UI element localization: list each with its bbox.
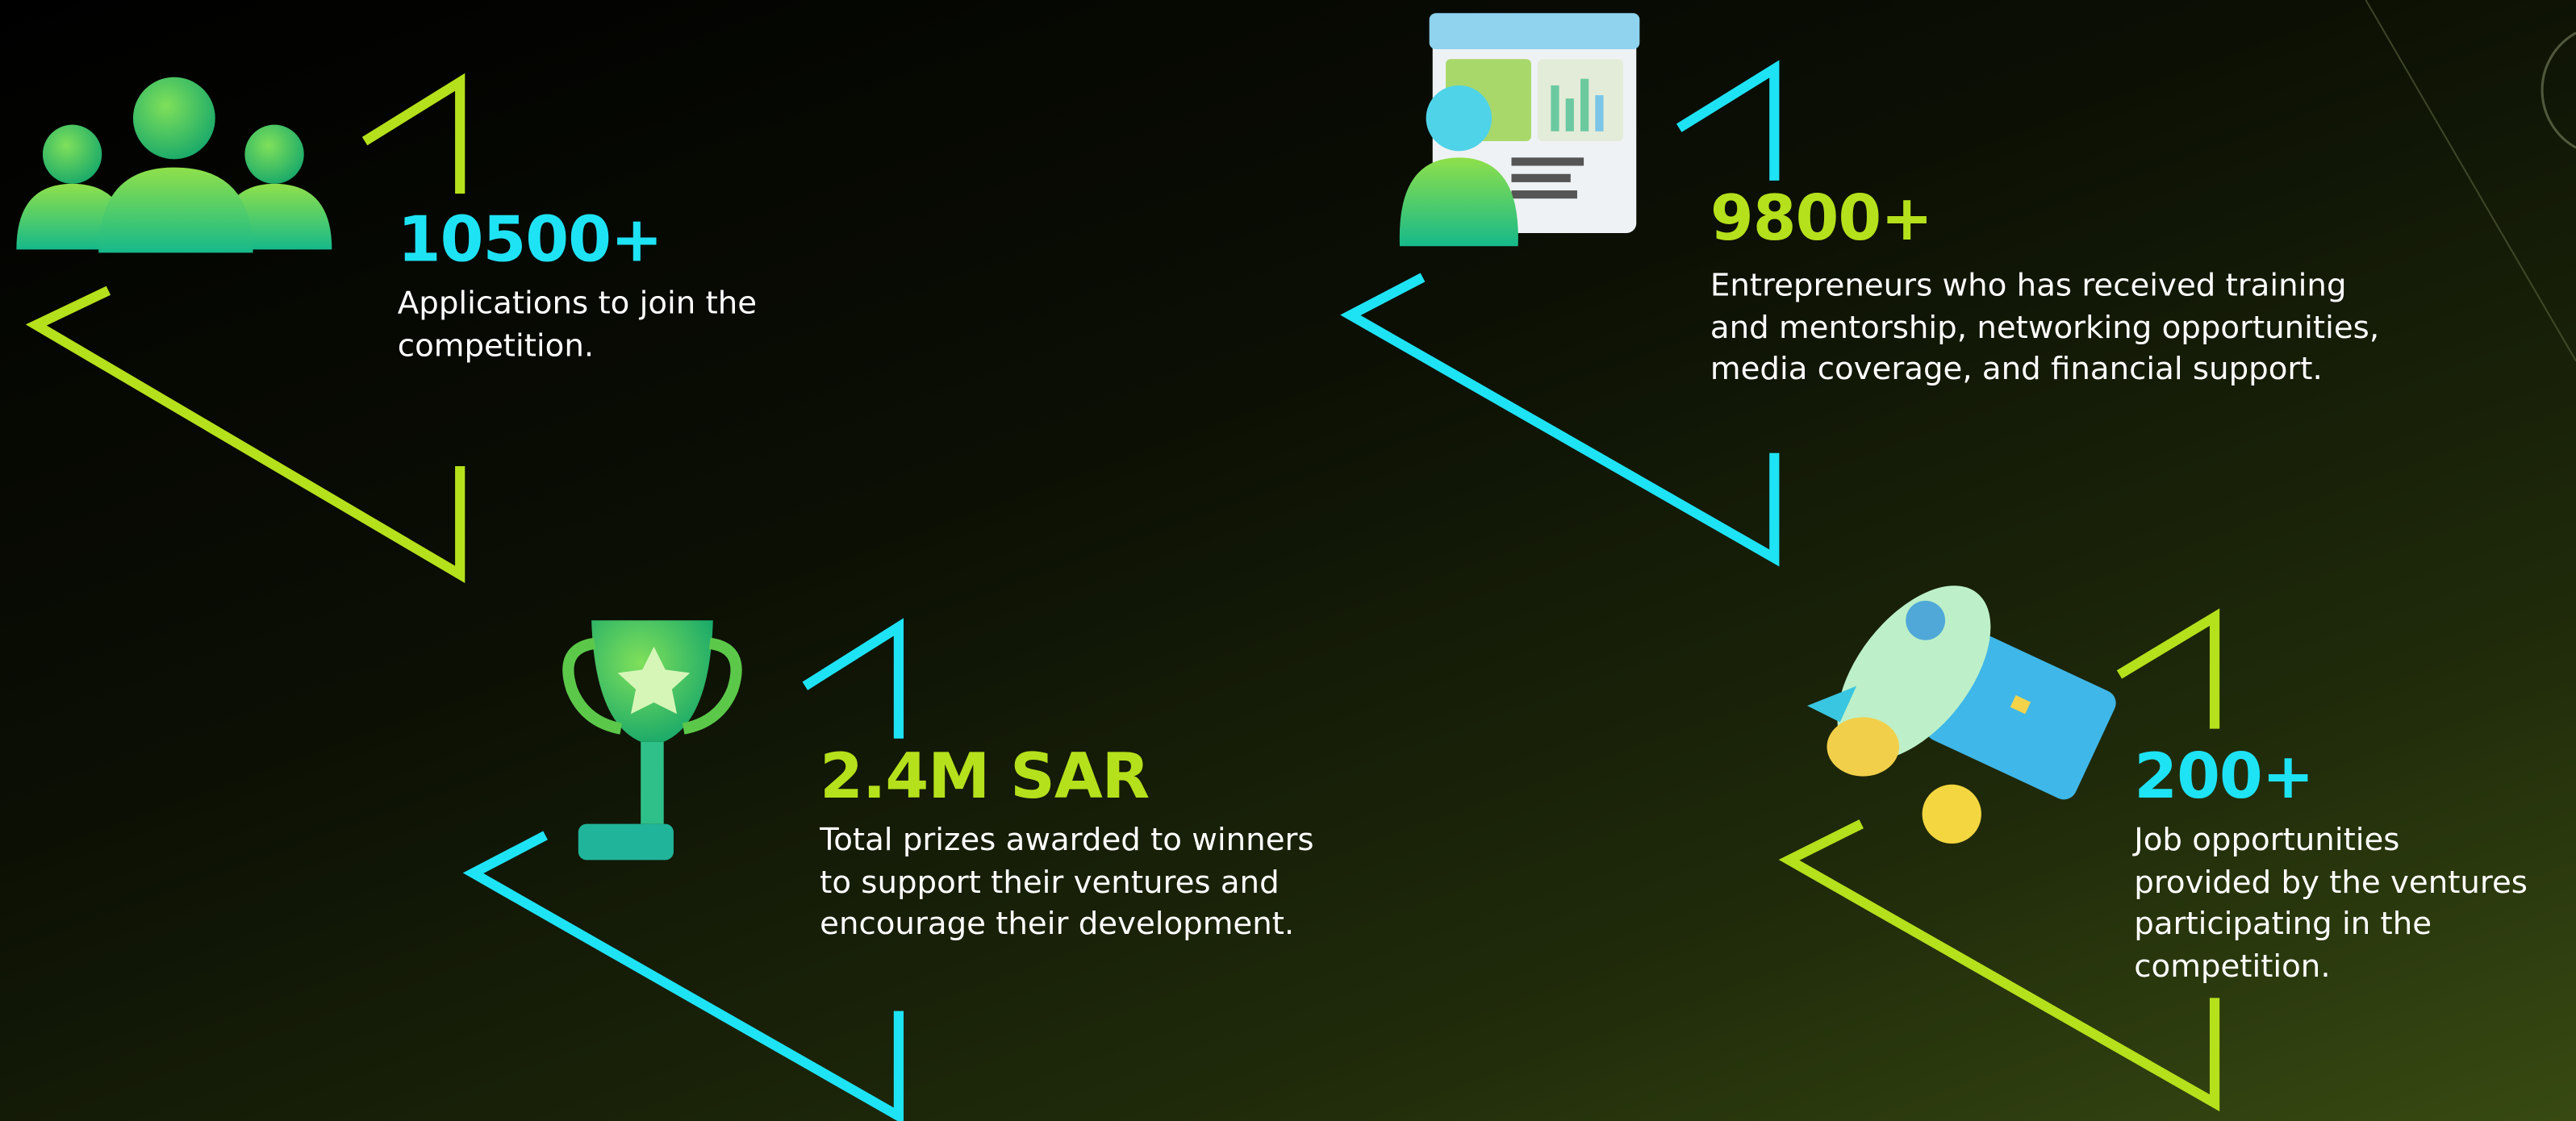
decor-arc [2542, 33, 2576, 148]
stat-description: Total prizes awarded to winners [820, 821, 1313, 863]
stat-value: 9800+ [1710, 185, 1932, 251]
stat-value: 10500+ [398, 206, 662, 272]
stat-description: and mentorship, networking opportunities… [1710, 308, 2379, 350]
trophy-icon [568, 620, 736, 860]
stat-description: Applications to join the [398, 284, 757, 326]
stage: 10500+Applications to join thecompetitio… [0, 0, 2576, 1121]
stat-description: to support their ventures and [820, 862, 1279, 904]
stat-description: media coverage, and financial support. [1710, 349, 2323, 391]
page: 10500+Applications to join thecompetitio… [0, 0, 2576, 1121]
stat-description: participating in the [2134, 904, 2432, 946]
rocket-icon [1807, 558, 2120, 844]
stat-description: competition. [398, 326, 594, 368]
decor-line [2365, 0, 2576, 361]
stat-value: 200+ [2134, 744, 2313, 809]
stat-description: encourage their development. [820, 904, 1294, 946]
stat-value: 2.4M SAR [820, 744, 1149, 809]
board-icon [1400, 13, 1640, 246]
stat-description: Job opportunities [2134, 821, 2399, 863]
stat-description: provided by the ventures [2134, 862, 2528, 904]
stat-description: Entrepreneurs who has received training [1710, 266, 2347, 308]
stat-description: competition. [2134, 946, 2330, 988]
people-icon [16, 77, 332, 253]
